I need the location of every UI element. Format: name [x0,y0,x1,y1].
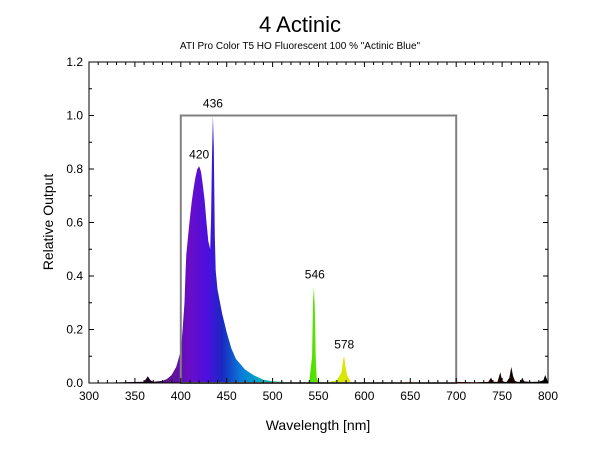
y-tick-label: 0.6 [66,216,83,230]
x-axis: 300 350 400 450 500 550 600 650 700 750 800 [79,62,558,403]
x-tick-label: 700 [446,389,466,403]
chart-subtitle: ATI Pro Color T5 HO Fluorescent 100 % "A… [179,41,421,52]
x-tick-label: 750 [492,389,512,403]
y-tick-label: 0.4 [66,269,83,283]
chart-title: 4 Actinic [259,12,341,37]
x-axis-label: Wavelength [nm] [266,417,371,433]
y-tick-label: 0.8 [66,162,83,176]
x-tick-label: 400 [171,389,191,403]
peak-label-420: 420 [189,147,209,161]
x-tick-label: 300 [79,389,99,403]
x-tick-label: 350 [125,389,145,403]
spectrum-area [89,115,548,383]
plot-frame [88,61,549,384]
x-tick-label: 600 [354,389,374,403]
x-tick-label: 800 [538,389,558,403]
peak-label-578: 578 [334,337,354,351]
peak-label-546: 546 [305,268,325,282]
y-tick-label: 1.2 [66,55,83,69]
x-tick-label: 450 [217,389,237,403]
y-tick-label: 0.0 [66,376,83,390]
y-axis: 0.0 0.2 0.4 0.6 0.8 1.0 1.2 [66,55,548,390]
x-tick-label: 650 [400,389,420,403]
y-tick-label: 0.2 [66,323,83,337]
peak-labels: 420 436 546 578 [189,97,354,352]
peak-label-436: 436 [203,97,223,111]
y-axis-label: Relative Output [40,174,56,271]
y-tick-label: 1.0 [66,109,83,123]
x-tick-label: 550 [308,389,328,403]
x-tick-label: 500 [263,389,283,403]
